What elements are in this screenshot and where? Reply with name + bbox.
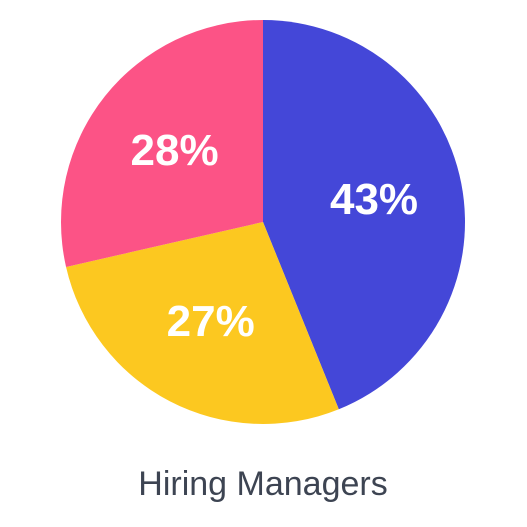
pie-slice (263, 20, 465, 410)
value-label: 43% (330, 175, 418, 224)
pie-slice (60, 20, 264, 267)
pie-slice (66, 222, 339, 424)
chart-title: Hiring Managers (138, 465, 387, 503)
value-label: 28% (131, 126, 219, 175)
value-label: 27% (167, 297, 255, 346)
